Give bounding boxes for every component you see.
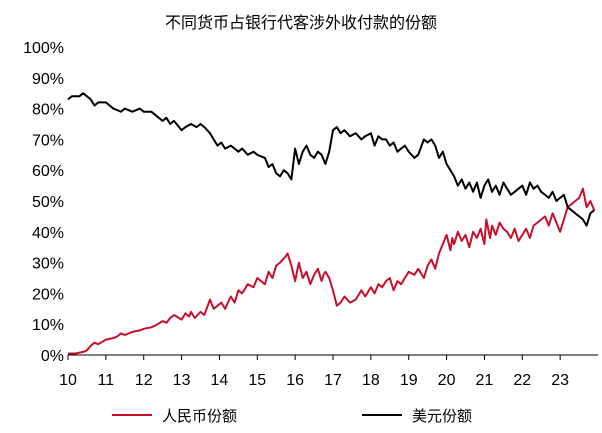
x-tick-label: 22 (513, 372, 531, 389)
chart-title: 不同货币占银行代客涉外收付款的份额 (165, 13, 437, 32)
axes: 0% 10% 20% 30% 40% 50% 60% 70% 80% 90% 100% 10 11 12 1… (23, 40, 598, 389)
y-tick-label: 10% (32, 317, 64, 334)
y-tick-label: 80% (32, 102, 64, 119)
x-tick-label: 20 (438, 372, 456, 389)
series-line-rmb (68, 187, 596, 355)
x-tick-label: 21 (476, 372, 494, 389)
series-line-usd (67, 92, 595, 227)
series-layer (67, 92, 596, 355)
y-tick-label: 70% (32, 132, 64, 149)
x-tick-label: 15 (248, 372, 266, 389)
x-tick-label: 18 (362, 372, 380, 389)
legend-label: 人民币份额 (162, 407, 237, 425)
legend-label: 美元份额 (412, 407, 472, 425)
legend: 人民币份额 美元份额 (112, 407, 472, 425)
y-tick-label: 40% (32, 225, 64, 242)
x-tick-label: 14 (211, 372, 229, 389)
x-tick-label: 12 (135, 372, 153, 389)
x-tick-label: 13 (173, 372, 191, 389)
y-tick-label: 0% (41, 348, 64, 365)
y-tick-label: 60% (32, 163, 64, 180)
x-tick-label: 19 (400, 372, 418, 389)
y-tick-label: 90% (32, 71, 64, 88)
x-tick-label: 10 (59, 372, 77, 389)
x-tick-label: 23 (551, 372, 569, 389)
x-tick-label: 16 (286, 372, 304, 389)
y-tick-label: 100% (23, 40, 64, 57)
x-tick-label: 17 (324, 372, 342, 389)
y-tick-label: 30% (32, 256, 64, 273)
y-tick-label: 20% (32, 286, 64, 303)
x-tick-label: 11 (98, 372, 115, 389)
y-tick-label: 50% (32, 194, 64, 211)
